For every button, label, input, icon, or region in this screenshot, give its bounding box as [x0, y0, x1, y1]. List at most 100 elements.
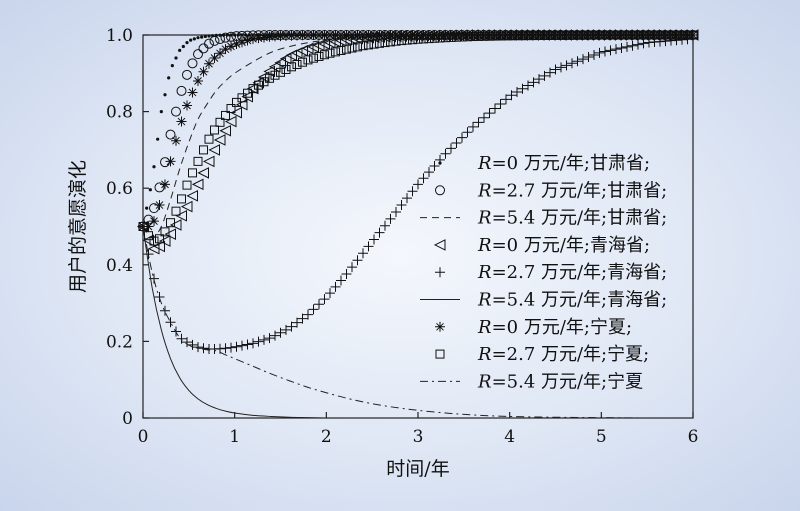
data-point	[462, 30, 473, 40]
data-point	[281, 324, 291, 335]
data-point	[364, 40, 373, 50]
legend-label-text: =2.7 万元/年;宁夏;	[492, 344, 650, 365]
data-point	[312, 39, 325, 52]
data-point	[501, 31, 511, 41]
data-point	[501, 30, 511, 40]
data-point	[165, 317, 176, 328]
data-point	[149, 203, 159, 214]
data-point	[402, 35, 412, 45]
data-point	[199, 145, 208, 155]
data-point	[385, 30, 396, 40]
data-point	[353, 42, 362, 52]
data-point	[429, 160, 440, 171]
data-point	[369, 39, 379, 49]
data-point	[192, 37, 196, 41]
data-point	[189, 38, 193, 42]
data-point	[287, 62, 296, 72]
data-point	[380, 30, 390, 40]
data-point	[193, 156, 203, 166]
data-point	[440, 30, 451, 40]
x-tick-label: 2	[321, 427, 332, 447]
data-point	[209, 35, 220, 46]
data-point	[407, 186, 418, 197]
data-point	[666, 30, 676, 40]
data-point	[528, 30, 539, 40]
data-point	[567, 30, 577, 40]
data-point	[363, 30, 374, 40]
data-point	[644, 30, 654, 40]
data-point	[286, 30, 297, 41]
series-8	[138, 30, 698, 246]
y-axis-title: 用户的意愿演化	[67, 160, 89, 293]
data-point	[374, 30, 385, 40]
data-point	[584, 30, 593, 40]
data-point	[181, 44, 185, 49]
legend-item: R=0 万元/年;宁夏;	[435, 317, 632, 338]
data-point	[556, 30, 566, 40]
y-tick-label: 1.0	[106, 26, 133, 46]
data-point	[215, 34, 225, 45]
legend-label: R=0 万元/年;宁夏;	[477, 317, 632, 338]
data-point	[198, 66, 209, 77]
data-point	[446, 143, 456, 154]
y-tick-label: 0.8	[106, 103, 133, 123]
data-point	[264, 333, 275, 344]
data-point	[187, 58, 198, 69]
data-point	[380, 220, 390, 231]
data-point	[650, 30, 659, 40]
data-point	[605, 30, 616, 40]
data-point	[297, 30, 308, 41]
series-9	[142, 226, 694, 419]
data-point	[622, 30, 632, 40]
series-7	[138, 30, 698, 232]
legend-label: R=2.7 万元/年;宁夏;	[477, 344, 649, 365]
data-point	[160, 179, 170, 190]
data-point	[156, 137, 160, 141]
data-point	[237, 93, 247, 103]
data-point	[160, 227, 170, 237]
data-point	[424, 167, 434, 178]
data-point	[506, 30, 517, 40]
data-point	[292, 317, 302, 328]
data-point	[600, 46, 610, 57]
legend-label-var: R	[477, 208, 492, 229]
data-point	[380, 38, 390, 48]
data-point	[490, 30, 500, 40]
data-point	[166, 218, 175, 228]
data-point	[204, 134, 214, 144]
data-point	[446, 30, 456, 40]
data-point	[419, 34, 428, 44]
legend-label-var: R	[477, 290, 492, 311]
data-point	[528, 77, 539, 88]
data-point	[170, 64, 174, 68]
data-point	[429, 30, 440, 40]
data-point	[540, 30, 549, 40]
data-point	[644, 30, 654, 40]
data-point	[473, 30, 484, 40]
data-point	[176, 85, 187, 96]
data-point	[638, 30, 649, 40]
data-point	[187, 87, 198, 98]
data-point	[435, 30, 445, 40]
data-point	[363, 241, 374, 252]
data-point	[270, 70, 280, 80]
data-point	[253, 336, 264, 347]
data-point	[169, 219, 182, 231]
data-point	[198, 43, 209, 54]
data-point	[193, 75, 203, 86]
data-point	[231, 39, 242, 50]
legend-label-text: =0 万元/年;甘肃省;	[492, 153, 650, 174]
data-point	[446, 32, 456, 42]
legend-label-text: =2.7 万元/年;甘肃省;	[492, 180, 668, 201]
data-point	[457, 32, 467, 42]
data-point	[196, 36, 200, 40]
data-point	[265, 73, 274, 83]
data-point	[633, 30, 643, 40]
data-point	[203, 34, 207, 39]
data-point	[171, 135, 181, 146]
data-point	[241, 90, 253, 103]
data-point	[424, 34, 434, 44]
data-point	[396, 200, 407, 211]
series-line	[142, 226, 693, 419]
